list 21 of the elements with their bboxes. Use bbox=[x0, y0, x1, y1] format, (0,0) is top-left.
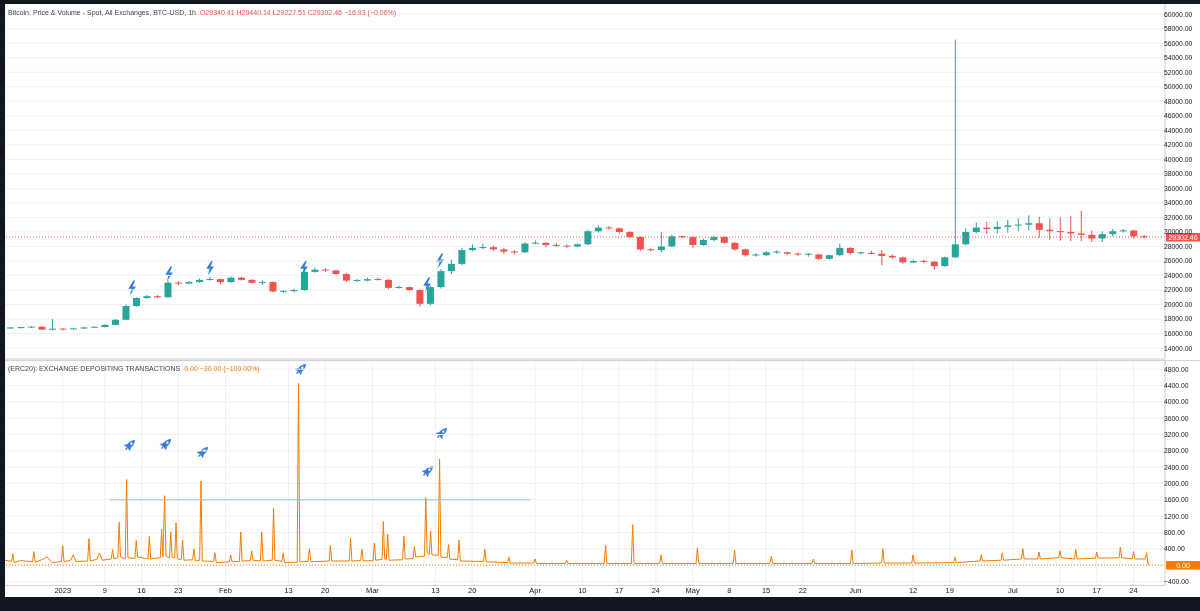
candlestick bbox=[479, 243, 487, 250]
candlestick bbox=[647, 247, 655, 253]
candlestick bbox=[143, 294, 151, 300]
candlestick bbox=[1014, 217, 1022, 232]
candlestick bbox=[605, 225, 613, 231]
candlestick bbox=[426, 285, 434, 306]
candlestick bbox=[542, 241, 550, 248]
candlestick bbox=[395, 285, 403, 290]
candlestick bbox=[353, 278, 361, 283]
candlestick bbox=[59, 327, 67, 331]
candlestick bbox=[437, 268, 445, 290]
candlestick bbox=[1025, 214, 1033, 231]
candlestick bbox=[657, 231, 665, 253]
candlestick bbox=[17, 326, 25, 330]
candlestick bbox=[311, 267, 319, 274]
candlestick bbox=[951, 39, 959, 259]
candlestick bbox=[374, 277, 382, 282]
candlestick bbox=[563, 243, 571, 249]
candlestick bbox=[48, 318, 56, 331]
candlestick bbox=[206, 276, 214, 282]
candlestick bbox=[500, 247, 508, 255]
